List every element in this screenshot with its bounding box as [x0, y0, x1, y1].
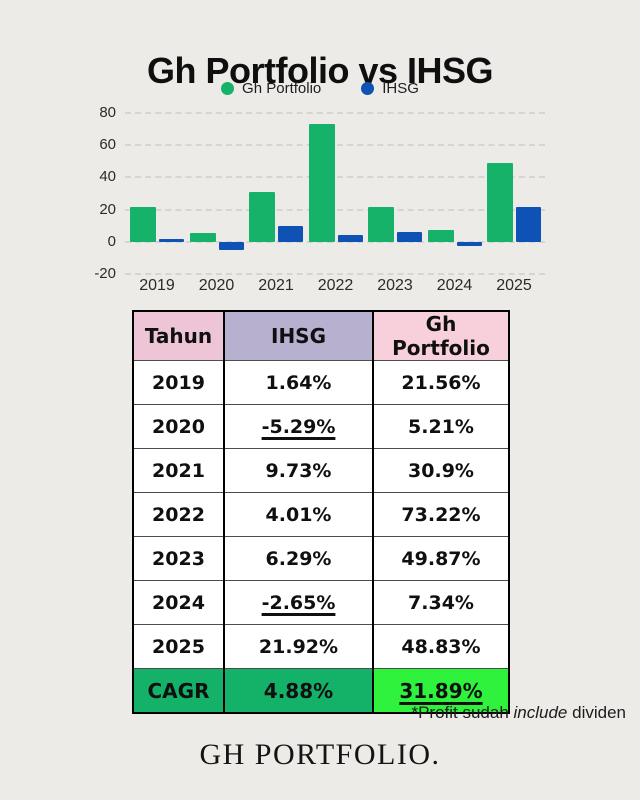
bar-gh-portfolio: [308, 123, 335, 242]
gridline: [125, 144, 545, 147]
year-cell: 2019: [133, 360, 224, 405]
cagr-ihsg-cell: 4.88%: [223, 668, 373, 713]
green-dot-icon: [221, 82, 235, 95]
x-axis-tick: 2020: [198, 277, 235, 294]
year-cell: 2020: [133, 404, 224, 449]
gh-portfolio-cell: 48.83%: [372, 624, 509, 669]
gridline: [125, 208, 545, 211]
bar-ihsg: [397, 231, 422, 242]
ihsg-cell: -2.65%: [223, 580, 373, 625]
bar-gh-portfolio: [130, 207, 156, 242]
ihsg-cell: 1.64%: [223, 360, 373, 405]
table-row: 2021 9.73% 30.9%: [133, 448, 509, 493]
footnote-text: dividen: [567, 703, 626, 722]
x-axis-tick: 2021: [258, 277, 294, 294]
legend-item-gh-portfolio: Gh Portfolio: [221, 80, 321, 97]
y-axis-tick: 40: [99, 168, 116, 186]
footnote-text: *Profit sudah: [411, 703, 514, 722]
year-cell: 2025: [133, 624, 224, 669]
chart-legend: Gh Portfolio IHSG: [0, 80, 640, 97]
ihsg-cell: 6.29%: [223, 536, 373, 581]
bar-ihsg: [159, 239, 184, 242]
bar-gh-portfolio: [368, 207, 394, 242]
table-row: 2019 1.64% 21.56%: [133, 360, 509, 405]
page-title: Gh Portfolio vs IHSG: [146, 50, 494, 92]
gridline: [125, 273, 545, 275]
x-axis-tick: 2025: [496, 277, 532, 294]
year-cell: 2023: [133, 536, 224, 581]
year-cell: 2022: [133, 492, 224, 537]
ihsg-cell: 4.01%: [223, 492, 373, 537]
col-header-tahun: Tahun: [133, 311, 224, 361]
table-header-row: Tahun IHSG Gh Portfolio: [133, 311, 509, 361]
bar-gh-portfolio: [487, 163, 513, 242]
gh-portfolio-cell: 7.34%: [372, 580, 509, 625]
gridline: [125, 176, 545, 179]
bar-gh-portfolio: [189, 233, 216, 242]
brand-logo: GH PORTFOLIO.: [199, 738, 441, 771]
year-cell: 2024: [133, 580, 224, 625]
cagr-label-cell: CAGR: [133, 668, 224, 713]
bar-gh-portfolio: [249, 192, 275, 242]
y-axis-tick: 0: [107, 232, 116, 250]
ihsg-cell: 21.92%: [223, 624, 373, 669]
comparison-table: Tahun IHSG Gh Portfolio 2019 1.64% 21.56% 2…: [132, 310, 510, 714]
gridline: [125, 112, 545, 114]
footnote: *Profit sudah include dividen: [411, 703, 626, 723]
footnote-italic-word: include: [513, 703, 568, 722]
ihsg-cell: 9.73%: [223, 448, 373, 493]
table-row: 2023 6.29% 49.87%: [133, 536, 509, 581]
table-row: 2024 -2.65% 7.34%: [133, 580, 509, 625]
gridline: [125, 240, 545, 243]
y-axis-tick: 60: [99, 136, 116, 154]
bar-ihsg: [516, 206, 541, 242]
col-header-gh-portfolio: Gh Portfolio: [372, 311, 509, 361]
bar-gh-portfolio: [427, 229, 454, 242]
blue-dot-icon: [361, 82, 375, 95]
x-axis-tick: 2019: [139, 277, 175, 294]
bar-ihsg: [337, 235, 363, 242]
x-axis-tick: 2023: [377, 277, 413, 294]
bar-chart: 80 60 40 20 0 -20 2019 2020 2021 2022 2023 2024 2025: [0, 0, 640, 300]
cagr-row: CAGR 4.88% 31.89%: [133, 668, 509, 713]
ihsg-cell: -5.29%: [223, 404, 373, 449]
gh-portfolio-cell: 49.87%: [372, 536, 509, 581]
y-axis-tick: 80: [99, 104, 116, 121]
bar-ihsg: [218, 241, 244, 251]
y-axis-tick: 20: [99, 200, 116, 218]
gh-portfolio-cell: 21.56%: [372, 360, 509, 405]
col-header-ihsg: IHSG: [223, 311, 373, 361]
gh-portfolio-cell: 30.9%: [372, 448, 509, 493]
legend-label: Gh Portfolio: [242, 80, 322, 97]
table-row: 2025 21.92% 48.83%: [133, 624, 509, 669]
bar-ihsg: [456, 241, 482, 247]
cagr-gh-portfolio-cell: 31.89%: [372, 668, 509, 713]
x-axis-tick: 2024: [436, 277, 473, 294]
x-axis-tick: 2022: [317, 277, 354, 294]
year-cell: 2021: [133, 448, 224, 493]
bar-ihsg: [278, 226, 303, 242]
table-row: 2020 -5.29% 5.21%: [133, 404, 509, 449]
legend-item-ihsg: IHSG: [361, 80, 419, 97]
legend-label: IHSG: [382, 80, 419, 97]
y-axis-tick: -20: [94, 265, 116, 282]
gh-portfolio-cell: 5.21%: [372, 404, 509, 449]
gh-portfolio-cell: 73.22%: [372, 492, 509, 537]
table-row: 2022 4.01% 73.22%: [133, 492, 509, 537]
